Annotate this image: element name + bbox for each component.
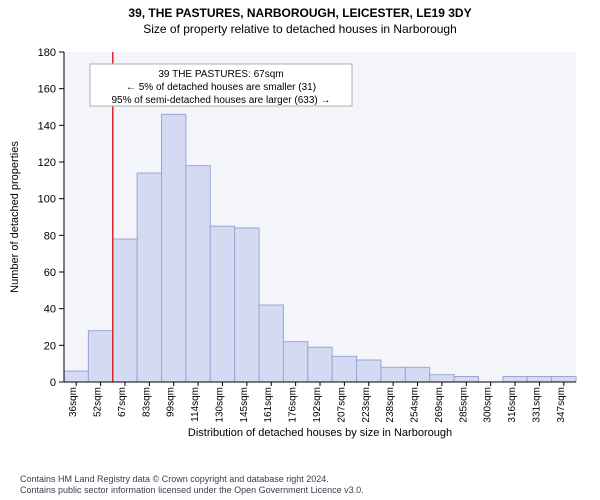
svg-text:80: 80 — [44, 230, 56, 242]
svg-text:207sqm: 207sqm — [336, 387, 347, 423]
svg-text:← 5% of detached houses are sm: ← 5% of detached houses are smaller (31) — [126, 82, 316, 93]
svg-text:95% of semi-detached houses ar: 95% of semi-detached houses are larger (… — [111, 95, 330, 106]
svg-text:160: 160 — [38, 84, 56, 96]
chart-header: 39, THE PASTURES, NARBOROUGH, LEICESTER,… — [0, 0, 600, 36]
subtitle-line: Size of property relative to detached ho… — [0, 22, 600, 36]
svg-text:161sqm: 161sqm — [263, 387, 274, 423]
svg-text:316sqm: 316sqm — [507, 387, 518, 423]
svg-text:39 THE PASTURES: 67sqm: 39 THE PASTURES: 67sqm — [158, 69, 283, 80]
svg-text:269sqm: 269sqm — [434, 387, 445, 423]
svg-text:145sqm: 145sqm — [239, 387, 250, 423]
svg-text:347sqm: 347sqm — [556, 387, 567, 423]
svg-text:254sqm: 254sqm — [410, 387, 421, 423]
svg-text:52sqm: 52sqm — [93, 387, 104, 417]
svg-text:180: 180 — [38, 47, 56, 59]
svg-text:223sqm: 223sqm — [361, 387, 372, 423]
chart-container: 0 20 40 60 80 100 120 140 160 180 36sqm 52sqm 67sqm 8… — [0, 42, 600, 442]
address-line: 39, THE PASTURES, NARBOROUGH, LEICESTER,… — [0, 6, 600, 20]
svg-text:300sqm: 300sqm — [483, 387, 494, 423]
svg-text:176sqm: 176sqm — [288, 387, 299, 423]
svg-text:99sqm: 99sqm — [166, 387, 177, 417]
svg-text:83sqm: 83sqm — [141, 387, 152, 417]
svg-text:20: 20 — [44, 340, 56, 352]
svg-text:114sqm: 114sqm — [190, 387, 201, 422]
histogram-chart: 0 20 40 60 80 100 120 140 160 180 36sqm 52sqm 67sqm 8… — [0, 42, 600, 442]
svg-text:331sqm: 331sqm — [531, 387, 542, 423]
footer-line-1: Contains HM Land Registry data © Crown c… — [20, 474, 580, 485]
svg-text:192sqm: 192sqm — [312, 387, 323, 423]
svg-text:40: 40 — [44, 304, 56, 316]
svg-text:67sqm: 67sqm — [117, 387, 128, 417]
svg-text:0: 0 — [50, 377, 56, 389]
svg-text:Distribution of detached house: Distribution of detached houses by size … — [188, 427, 452, 439]
svg-text:60: 60 — [44, 267, 56, 279]
svg-text:285sqm: 285sqm — [458, 387, 469, 423]
footer-attribution: Contains HM Land Registry data © Crown c… — [20, 474, 580, 497]
footer-line-2: Contains public sector information licen… — [20, 485, 580, 496]
svg-text:238sqm: 238sqm — [385, 387, 396, 423]
svg-text:Number of detached properties: Number of detached properties — [9, 141, 21, 293]
svg-text:140: 140 — [38, 120, 56, 132]
svg-text:130sqm: 130sqm — [214, 387, 225, 423]
svg-text:100: 100 — [38, 194, 56, 206]
svg-text:120: 120 — [38, 157, 56, 169]
svg-text:36sqm: 36sqm — [68, 387, 79, 417]
